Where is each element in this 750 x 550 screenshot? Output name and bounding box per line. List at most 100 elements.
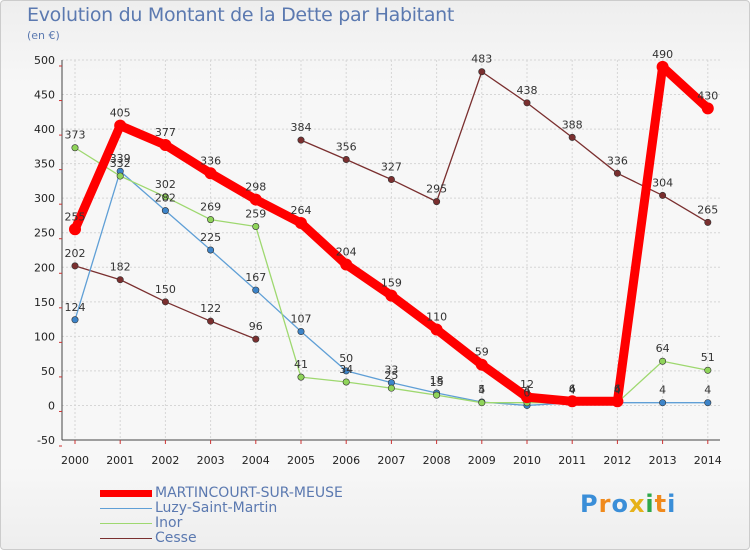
x-tick-label: 2012: [603, 454, 631, 467]
data-label-luzy-saint-martin: 18: [430, 374, 444, 387]
point-cesse: [433, 198, 441, 206]
chart-title: Evolution du Montant de la Dette par Hab…: [27, 4, 455, 26]
point-luzy-saint-martin: [342, 367, 350, 375]
logo-letter: i: [645, 490, 655, 518]
data-label-inor: 41: [294, 358, 308, 371]
data-label-inor: 269: [200, 201, 221, 214]
data-label-cesse: 182: [110, 261, 131, 274]
point-inor: [433, 391, 441, 399]
y-tick-label: 0: [48, 399, 55, 412]
point-martincourt-sur-meuse: [249, 193, 262, 206]
point-cesse: [297, 136, 305, 144]
point-inor: [116, 172, 124, 180]
data-label-inor: 34: [339, 363, 353, 376]
data-label-cesse: 295: [426, 183, 447, 196]
legend-label-luzy: Luzy-Saint-Martin: [155, 500, 278, 516]
point-martincourt-sur-meuse: [340, 258, 353, 271]
y-tick-label: 50: [41, 365, 55, 378]
data-label-luzy-saint-martin: 282: [155, 192, 176, 205]
point-martincourt-sur-meuse: [430, 323, 443, 336]
data-label-luzy-saint-martin: 167: [245, 271, 266, 284]
data-label-martincourt-sur-meuse: 336: [200, 154, 221, 167]
point-luzy-saint-martin: [252, 286, 260, 294]
point-inor: [704, 366, 712, 374]
data-label-inor: 4: [614, 384, 621, 397]
y-tick-label: 400: [34, 123, 55, 136]
data-label-luzy-saint-martin: 4: [704, 384, 711, 397]
data-label-luzy-saint-martin: 124: [65, 301, 86, 314]
point-inor: [207, 216, 215, 224]
point-martincourt-sur-meuse: [475, 358, 488, 371]
point-cesse: [207, 317, 215, 325]
y-tick-label: 500: [34, 54, 55, 67]
logo-letter: x: [628, 490, 646, 518]
data-label-martincourt-sur-meuse: 6: [569, 382, 576, 395]
legend-label-cesse: Cesse: [155, 530, 197, 546]
data-label-martincourt-sur-meuse: 405: [110, 107, 131, 120]
data-label-inor: 373: [65, 129, 86, 142]
data-label-cesse: 122: [200, 302, 221, 315]
data-label-martincourt-sur-meuse: 159: [381, 277, 402, 290]
data-label-martincourt-sur-meuse: 377: [155, 126, 176, 139]
point-luzy-saint-martin: [297, 328, 305, 336]
data-label-luzy-saint-martin: 5: [478, 383, 485, 396]
data-label-cesse: 96: [249, 320, 263, 333]
point-martincourt-sur-meuse: [69, 223, 81, 236]
point-cesse: [71, 262, 79, 270]
legend-label-inor: Inor: [155, 515, 183, 531]
data-label-inor: 4: [524, 384, 531, 397]
point-cesse: [568, 133, 576, 141]
data-label-martincourt-sur-meuse: 490: [652, 48, 673, 61]
point-cesse: [342, 155, 350, 163]
logo-letter: i: [667, 490, 677, 518]
point-martincourt-sur-meuse: [701, 102, 714, 115]
data-label-inor: 4: [569, 384, 576, 397]
legend-swatch-martincourt: [100, 490, 152, 497]
x-tick-label: 2008: [423, 454, 451, 467]
data-label-martincourt-sur-meuse: 12: [520, 378, 534, 391]
data-label-martincourt-sur-meuse: 430: [697, 89, 718, 102]
data-label-inor: 51: [701, 351, 715, 364]
point-luzy-saint-martin: [704, 399, 712, 407]
point-cesse: [704, 218, 712, 226]
point-cesse: [523, 99, 531, 107]
data-label-luzy-saint-martin: 225: [200, 231, 221, 244]
proxiti-logo: Proxiti: [580, 490, 676, 518]
y-tick-label: 150: [34, 296, 55, 309]
x-tick-label: 2013: [649, 454, 677, 467]
data-label-cesse: 327: [381, 161, 402, 174]
point-martincourt-sur-meuse: [656, 60, 669, 73]
point-inor: [478, 399, 486, 407]
data-label-cesse: 438: [517, 84, 538, 97]
x-tick-label: 2002: [151, 454, 179, 467]
point-martincourt-sur-meuse: [521, 391, 533, 404]
data-label-luzy-saint-martin: 33: [384, 364, 398, 377]
x-tick-label: 2014: [694, 454, 722, 467]
x-tick-label: 2009: [468, 454, 496, 467]
data-label-inor: 332: [110, 157, 131, 170]
data-label-inor: 4: [478, 384, 485, 397]
data-label-luzy-saint-martin: 4: [659, 384, 666, 397]
data-label-luzy-saint-martin: 4: [614, 384, 621, 397]
data-label-cesse: 336: [607, 154, 628, 167]
point-inor: [659, 357, 667, 365]
point-inor: [297, 373, 305, 381]
point-martincourt-sur-meuse: [114, 119, 127, 132]
data-label-martincourt-sur-meuse: 204: [336, 246, 357, 259]
data-label-martincourt-sur-meuse: 6: [614, 382, 621, 395]
point-cesse: [387, 176, 395, 184]
y-tick-label: 250: [34, 227, 55, 240]
point-martincourt-sur-meuse: [204, 167, 217, 180]
x-tick-label: 2010: [513, 454, 541, 467]
data-label-luzy-saint-martin: 0: [524, 386, 531, 399]
point-martincourt-sur-meuse: [385, 289, 398, 302]
x-tick-label: 2001: [106, 454, 134, 467]
point-luzy-saint-martin: [161, 207, 169, 215]
legend-swatch-inor: [100, 523, 152, 524]
data-label-martincourt-sur-meuse: 59: [475, 346, 489, 359]
data-label-luzy-saint-martin: 107: [291, 313, 312, 326]
data-label-cesse: 265: [697, 203, 718, 216]
logo-letter: r: [598, 490, 612, 518]
y-tick-label: -50: [37, 434, 55, 447]
